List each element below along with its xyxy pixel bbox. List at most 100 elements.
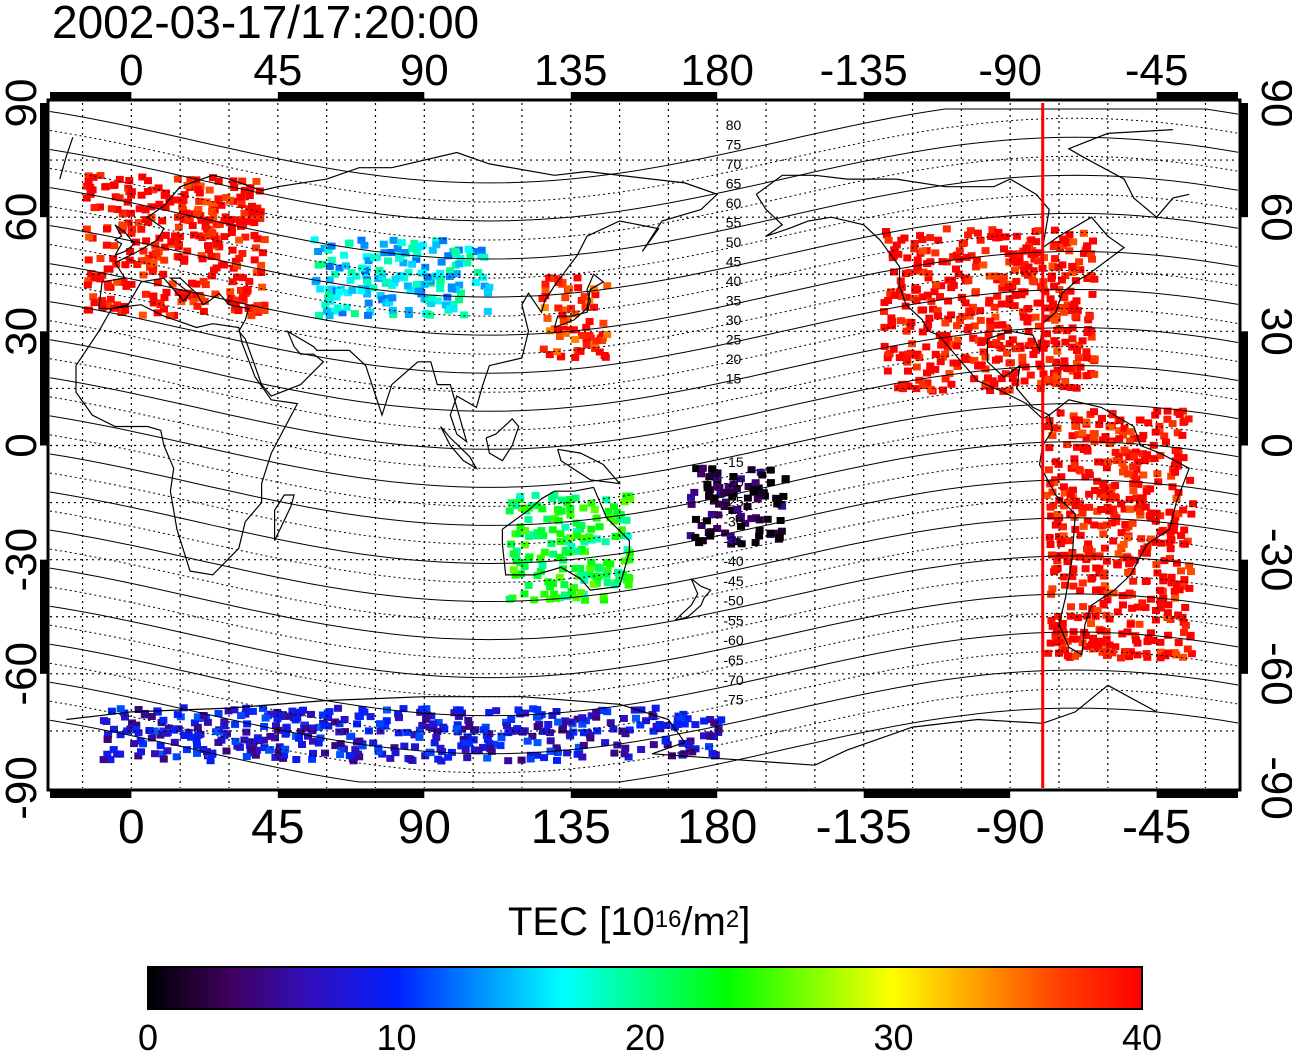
tec-cell — [96, 275, 105, 283]
contour-line — [49, 479, 1239, 565]
tec-cell — [432, 272, 440, 280]
tec-cell — [357, 264, 366, 272]
tec-cell — [889, 252, 898, 260]
tec-cell — [413, 250, 422, 258]
bottom-tick-label: 45 — [251, 801, 304, 854]
tec-cell — [102, 241, 111, 249]
tec-cell — [747, 515, 756, 523]
tec-cell — [180, 732, 189, 739]
tec-cell — [517, 756, 526, 764]
tec-cell — [362, 271, 371, 279]
tec-cell — [556, 538, 565, 545]
tec-cell — [240, 186, 249, 194]
tec-cell — [399, 259, 408, 267]
tec-cell — [1053, 511, 1062, 518]
tec-cell — [1090, 521, 1099, 529]
tec-cell — [1066, 384, 1075, 391]
contour-line — [49, 650, 1239, 736]
tec-cell — [147, 213, 156, 221]
tec-cell — [1067, 603, 1075, 611]
tec-cell — [1063, 637, 1072, 645]
tec-cell — [138, 311, 147, 319]
frame-bar-bottom — [1156, 790, 1238, 798]
tec-cell — [335, 288, 344, 296]
tec-cell — [733, 506, 742, 513]
contour-label: 45 — [726, 254, 742, 270]
tec-cell — [391, 275, 400, 283]
tec-cell — [1087, 272, 1096, 279]
tec-cell — [571, 564, 580, 572]
tec-cell — [680, 720, 689, 728]
tec-cell — [1020, 288, 1029, 296]
tec-cell — [236, 193, 245, 201]
tec-cell — [554, 718, 563, 726]
tec-cell — [590, 303, 598, 311]
contour-label: 35 — [726, 293, 742, 309]
tec-cell — [1102, 464, 1111, 472]
tec-cell — [601, 739, 610, 747]
tec-cell — [321, 749, 329, 757]
tec-cell — [556, 530, 565, 538]
tec-cell — [135, 205, 144, 213]
right-tick-label: 60 — [1252, 193, 1292, 242]
tec-cell — [121, 306, 130, 314]
tec-cell — [141, 216, 150, 224]
tec-cell — [512, 727, 521, 735]
colorbar-tick-label: 10 — [376, 1017, 417, 1058]
coastline — [66, 684, 1157, 766]
tec-cell — [179, 704, 188, 712]
tec-cell — [347, 269, 356, 277]
tec-cell — [395, 272, 404, 280]
tec-cell — [736, 475, 745, 483]
tec-cell — [1078, 337, 1087, 345]
tec-cell — [1102, 611, 1111, 619]
tec-cell — [1028, 272, 1036, 280]
tec-cell — [610, 503, 618, 511]
tec-cell — [214, 177, 223, 185]
tec-cell — [447, 285, 456, 293]
tec-cell — [178, 203, 187, 210]
tec-cell — [889, 345, 898, 353]
tec-cell — [533, 723, 542, 730]
tec-cell — [1186, 631, 1195, 639]
tec-cell — [912, 385, 921, 393]
tec-cell — [1141, 604, 1150, 611]
tec-cell — [137, 191, 146, 199]
tec-cell — [90, 299, 99, 307]
frame-bar-bottom — [570, 790, 718, 798]
tec-cell — [118, 278, 126, 286]
tec-cell — [1062, 327, 1071, 335]
tec-cell — [771, 529, 780, 537]
tec-cell — [902, 293, 911, 301]
tec-cell — [369, 739, 378, 747]
frame-bar-right — [1240, 103, 1248, 218]
tec-cell — [260, 744, 269, 752]
contour-label: 50 — [726, 234, 742, 250]
tec-cell — [998, 273, 1007, 281]
tec-cell — [931, 350, 940, 358]
tec-cell — [292, 756, 301, 763]
tec-cell — [486, 745, 495, 753]
tec-cell — [1171, 468, 1179, 476]
tec-cell — [258, 283, 267, 291]
tec-cell — [896, 277, 905, 285]
tec-cell — [1051, 316, 1059, 324]
tec-cell — [419, 706, 428, 714]
tec-cell — [566, 511, 575, 519]
tec-cell — [1037, 379, 1046, 387]
tec-cell — [1080, 443, 1089, 451]
tec-cell — [960, 239, 968, 247]
tec-cell — [360, 241, 369, 249]
tec-cell — [531, 491, 540, 499]
tec-cell — [926, 234, 935, 242]
tec-cell — [362, 286, 371, 294]
tec-cell — [1005, 386, 1014, 394]
tec-cell — [85, 233, 94, 241]
tec-cell — [1179, 653, 1187, 661]
tec-cell — [1156, 648, 1165, 656]
tec-cell — [332, 293, 341, 301]
tec-cell — [724, 483, 733, 491]
tec-cell — [1068, 573, 1077, 581]
tec-cell — [663, 741, 672, 749]
tec-cell — [919, 268, 928, 276]
